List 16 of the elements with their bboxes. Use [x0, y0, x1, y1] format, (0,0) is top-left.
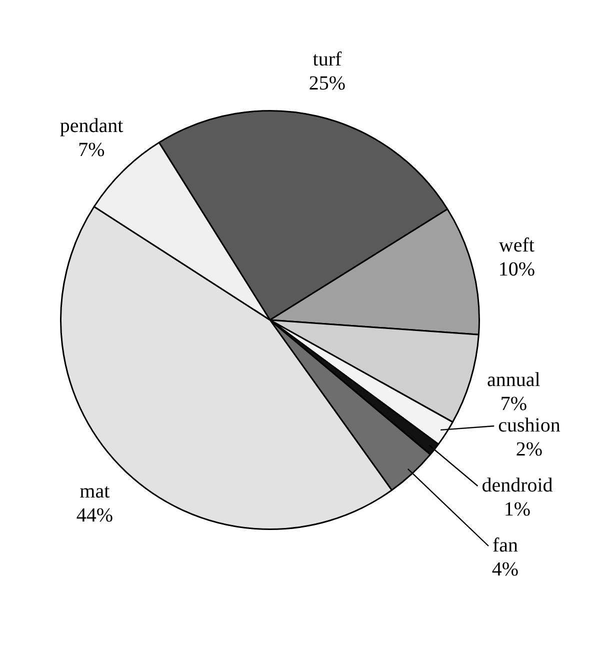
slice-label: dendroid [482, 474, 553, 496]
slice-label: annual [486, 368, 541, 391]
slice-label: fan [492, 534, 518, 556]
slice-label: weft [498, 234, 535, 257]
data-label: 7% [500, 392, 527, 415]
data-label: 25% [308, 72, 346, 95]
slice-label: turf [312, 48, 342, 71]
slice-label: pendant [60, 115, 124, 138]
data-label: 1% [504, 498, 531, 520]
slice-label: cushion [498, 414, 560, 436]
data-label: 4% [492, 558, 519, 580]
data-label: 10% [498, 258, 536, 281]
data-label: 44% [76, 504, 113, 526]
data-label: 2% [516, 438, 543, 460]
data-label: 7% [78, 139, 105, 162]
slice-label: mat [80, 480, 110, 502]
